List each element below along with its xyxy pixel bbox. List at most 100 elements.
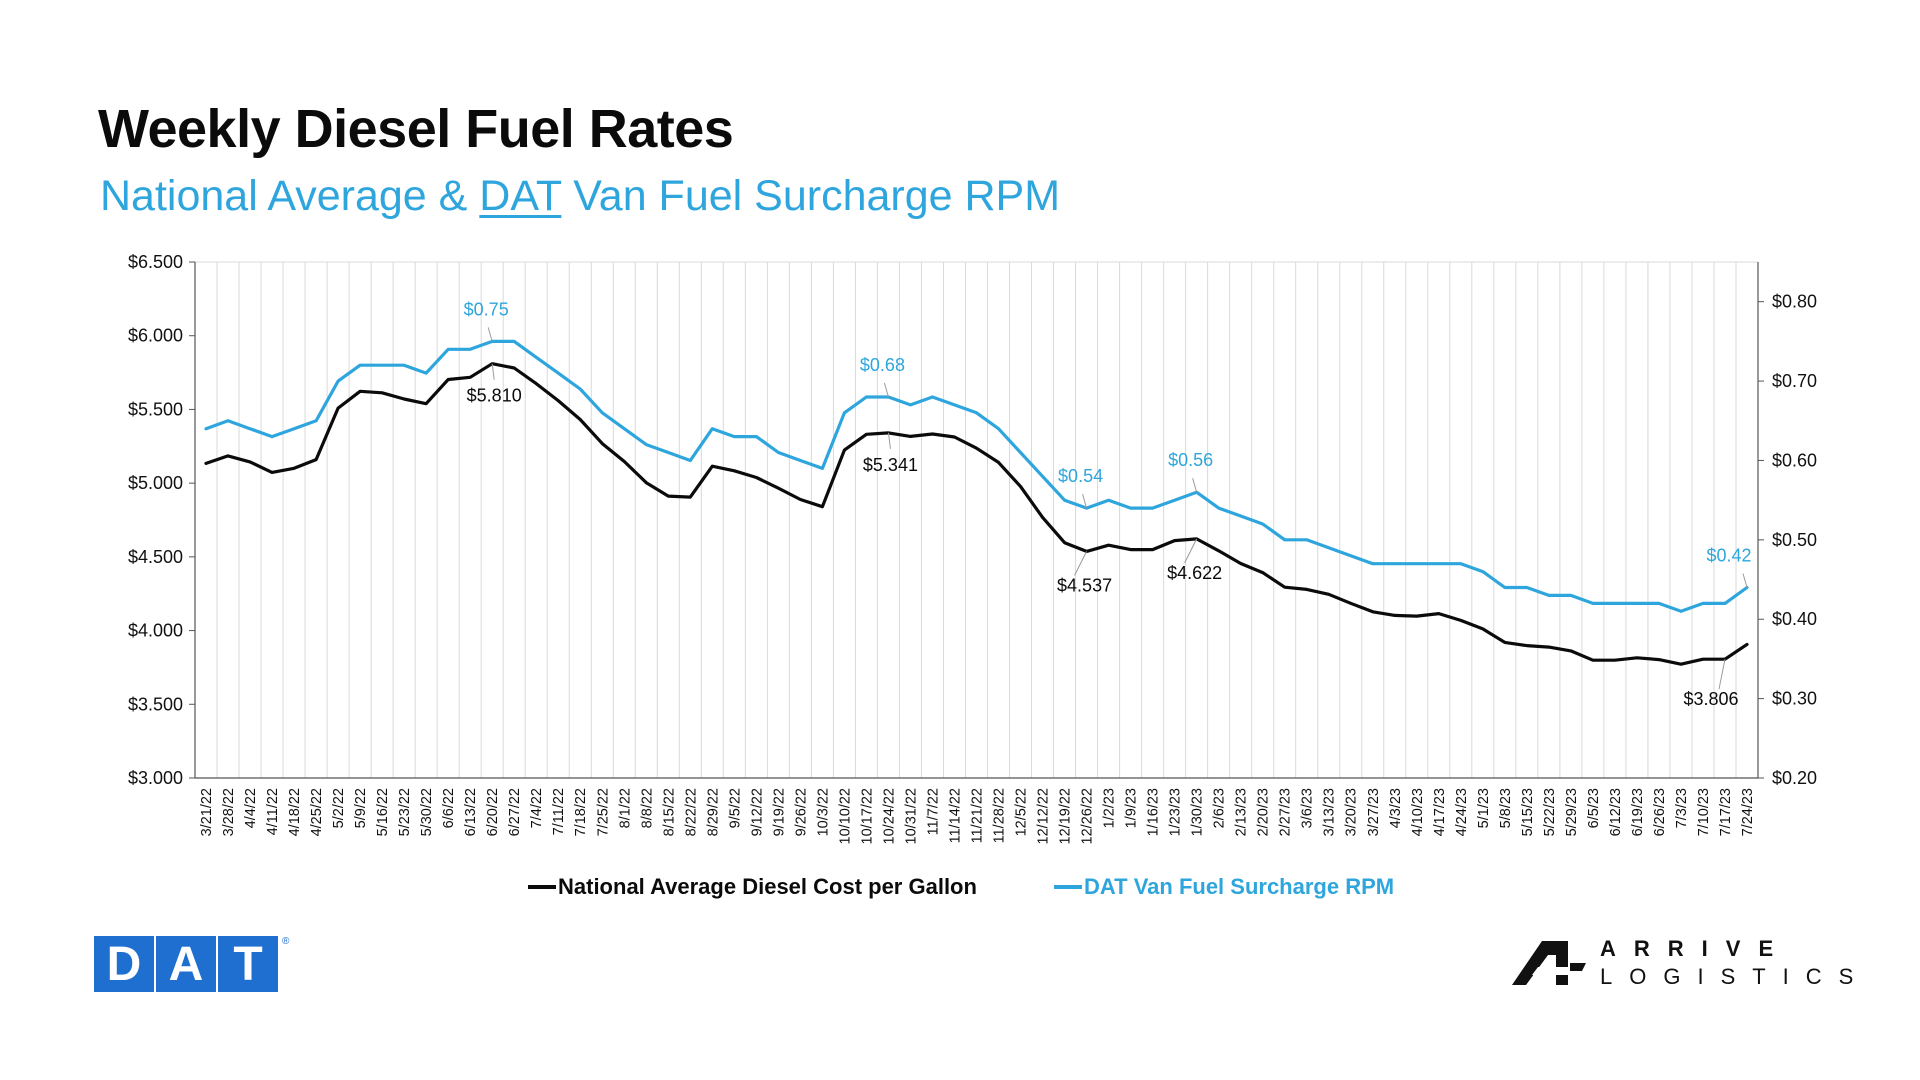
annotation-leader-line <box>883 382 889 398</box>
x-tick-label: 2/6/23 <box>1212 788 1228 828</box>
x-tick-label: 8/22/22 <box>683 788 699 836</box>
x-tick-label: 5/15/23 <box>1520 788 1536 836</box>
x-tick-label: 6/26/23 <box>1652 788 1668 836</box>
y-left-tick-label: $6.500 <box>128 252 183 272</box>
annotation-leader-line <box>487 327 493 342</box>
axis-layer: $3.000 $3.500 $4.000 $4.500 $5.000 $5.500 $6.0… <box>128 252 1817 844</box>
data-point-surcharge <box>953 404 956 406</box>
line-layer <box>204 339 1749 666</box>
x-tick-label: 11/14/22 <box>947 788 963 843</box>
data-point-surcharge <box>535 356 538 359</box>
data-point-diesel <box>667 495 670 497</box>
subtitle-suffix: Van Fuel Surcharge RPM <box>561 172 1061 220</box>
data-point-surcharge <box>1614 602 1616 605</box>
x-tick-label: 12/5/22 <box>1014 788 1030 836</box>
x-tick-label: 4/24/23 <box>1454 788 1470 836</box>
data-point-diesel <box>1349 602 1352 605</box>
x-tick-label: 10/31/22 <box>903 788 919 844</box>
annotation-label: $0.75 <box>464 299 509 319</box>
y-left-tick-label: $5.000 <box>128 473 183 493</box>
data-point-surcharge <box>1702 602 1704 605</box>
data-point-surcharge <box>381 364 383 367</box>
x-tick-label: 4/18/22 <box>287 788 303 836</box>
legend-item-diesel[interactable]: National Average Diesel Cost per Gallon <box>528 874 977 900</box>
data-point-diesel <box>425 402 427 405</box>
x-tick-label: 10/10/22 <box>837 788 853 844</box>
data-point-diesel <box>755 476 758 479</box>
x-tick-label: 4/3/23 <box>1388 788 1404 828</box>
y-left-tick-label: $6.000 <box>128 326 183 346</box>
dat-logo-letter-a: A <box>156 936 216 992</box>
data-point-diesel <box>1217 549 1220 552</box>
data-point-diesel <box>1129 548 1132 551</box>
x-tick-label: 6/13/22 <box>463 788 479 836</box>
data-point-diesel <box>249 461 251 463</box>
annotation-label: $0.42 <box>1706 545 1751 565</box>
dat-logo-letter-d: D <box>94 936 154 992</box>
legend-swatch-diesel <box>528 885 556 889</box>
x-tick-label: 12/12/22 <box>1036 788 1052 844</box>
x-tick-label: 8/29/22 <box>705 788 721 836</box>
x-tick-label: 4/11/22 <box>265 788 281 835</box>
x-tick-label: 7/17/23 <box>1718 788 1734 836</box>
data-point-surcharge <box>1724 602 1726 605</box>
data-point-surcharge <box>425 372 427 374</box>
data-point-surcharge <box>249 427 251 430</box>
x-tick-label: 5/8/23 <box>1498 788 1514 828</box>
x-tick-label: 12/26/22 <box>1080 788 1096 844</box>
data-point-diesel <box>997 461 1000 464</box>
data-point-diesel <box>865 433 868 436</box>
x-tick-label: 7/3/23 <box>1674 788 1690 828</box>
x-tick-label: 4/4/22 <box>243 788 259 828</box>
data-point-diesel <box>513 367 516 369</box>
data-point-surcharge <box>403 364 405 367</box>
data-point-surcharge <box>1305 538 1308 541</box>
x-tick-label: 1/9/23 <box>1124 788 1140 828</box>
data-point-diesel <box>799 498 802 501</box>
data-point-surcharge <box>975 411 978 414</box>
data-point-diesel <box>293 467 295 470</box>
x-tick-label: 5/1/23 <box>1476 788 1492 828</box>
data-point-surcharge <box>469 348 472 351</box>
data-point-surcharge <box>865 396 868 398</box>
data-point-diesel <box>535 382 538 385</box>
data-point-surcharge <box>1415 562 1418 565</box>
grid-layer <box>194 261 1759 778</box>
data-point-diesel <box>1261 571 1264 574</box>
data-point-surcharge <box>359 364 361 367</box>
data-point-diesel <box>1526 644 1528 647</box>
data-point-surcharge <box>623 427 626 430</box>
x-tick-label: 4/17/23 <box>1432 788 1448 836</box>
annotation-label: $5.810 <box>467 386 522 406</box>
data-point-surcharge <box>1437 562 1440 565</box>
data-point-surcharge <box>579 388 582 390</box>
data-point-surcharge <box>689 459 692 462</box>
data-point-diesel <box>1019 485 1022 488</box>
dat-logo: D A T ® <box>94 936 289 992</box>
data-point-surcharge <box>1371 562 1374 565</box>
data-point-diesel <box>579 418 582 421</box>
annotation-leader-line <box>1718 659 1726 690</box>
data-point-surcharge <box>1349 554 1352 557</box>
subtitle-dat-link[interactable]: DAT <box>479 172 562 220</box>
data-point-diesel <box>931 433 934 435</box>
data-point-surcharge <box>1548 594 1550 597</box>
data-point-surcharge <box>1393 562 1396 565</box>
x-tick-label: 5/2/22 <box>331 788 347 828</box>
annotation-layer: $5.810 $5.341 $4.537 $4.622 $3.806 $0.75 $0.68… <box>464 299 1752 709</box>
data-point-diesel <box>777 487 780 490</box>
x-tick-label: 5/16/22 <box>375 788 391 836</box>
data-point-surcharge <box>1481 570 1484 573</box>
data-point-surcharge <box>1459 562 1462 565</box>
annotation-label: $0.54 <box>1058 466 1103 486</box>
data-point-surcharge <box>1636 602 1638 605</box>
legend-item-surcharge[interactable]: DAT Van Fuel Surcharge RPM <box>1054 874 1394 900</box>
chart-title: Weekly Diesel Fuel Rates <box>98 99 734 159</box>
arrive-logistics-logo: ARRIVE LOGISTICS <box>1512 936 1870 990</box>
x-tick-label: 5/23/22 <box>397 788 413 836</box>
data-point-diesel <box>1415 615 1418 617</box>
x-tick-label: 9/19/22 <box>771 788 787 836</box>
x-tick-label: 3/27/23 <box>1366 788 1382 836</box>
data-point-surcharge <box>205 427 207 430</box>
